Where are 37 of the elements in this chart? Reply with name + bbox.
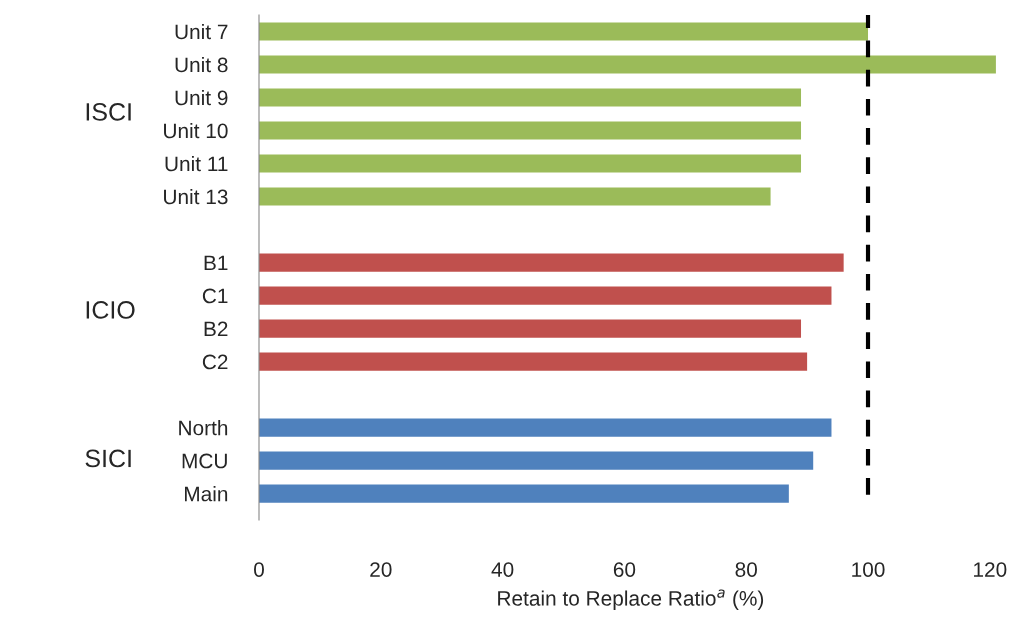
x-axis-title: Retain to Replace Ratio$^{a}$ (%) xyxy=(498,589,764,610)
y-tick-label: Unit 9 xyxy=(175,89,228,106)
y-tick-label: Main xyxy=(185,486,228,502)
text: SICI xyxy=(85,449,131,468)
bar xyxy=(259,319,802,338)
x-tick-label: 60 xyxy=(613,562,636,577)
text: ICIO xyxy=(86,301,135,319)
bar xyxy=(259,451,814,470)
x-tick-label: 100 xyxy=(852,562,885,577)
x-tick-label: 80 xyxy=(735,562,757,577)
y-tick-label: MCU xyxy=(182,453,227,469)
y-tick-label: B2 xyxy=(204,321,228,337)
y-tick-label: C1 xyxy=(202,288,228,304)
bar xyxy=(259,484,789,503)
y-tick-label: Unit 8 xyxy=(175,56,228,73)
y-tick-label: North xyxy=(179,420,228,436)
x-tick-label: 40 xyxy=(491,562,514,577)
y-tick-label: B1 xyxy=(204,255,228,271)
bar xyxy=(259,352,808,371)
y-tick-label: Unit 7 xyxy=(175,23,228,40)
y-tick-label: C2 xyxy=(202,354,228,370)
bar xyxy=(259,286,832,305)
bar xyxy=(259,88,802,107)
bar xyxy=(259,154,802,173)
y-tick-label: Unit 11 xyxy=(165,155,228,172)
bar xyxy=(259,22,869,41)
y-tick-label: Unit 10 xyxy=(164,122,228,139)
bar xyxy=(259,55,996,74)
bar xyxy=(259,187,771,206)
x-tick-label: 20 xyxy=(370,562,392,577)
y-tick-label: Unit 13 xyxy=(164,188,228,205)
bar xyxy=(259,253,844,272)
x-tick-label: 120 xyxy=(974,562,1007,577)
text: ISCI xyxy=(86,103,131,121)
x-tick-label: 0 xyxy=(254,562,264,577)
bar xyxy=(259,121,802,140)
bar xyxy=(259,418,832,437)
